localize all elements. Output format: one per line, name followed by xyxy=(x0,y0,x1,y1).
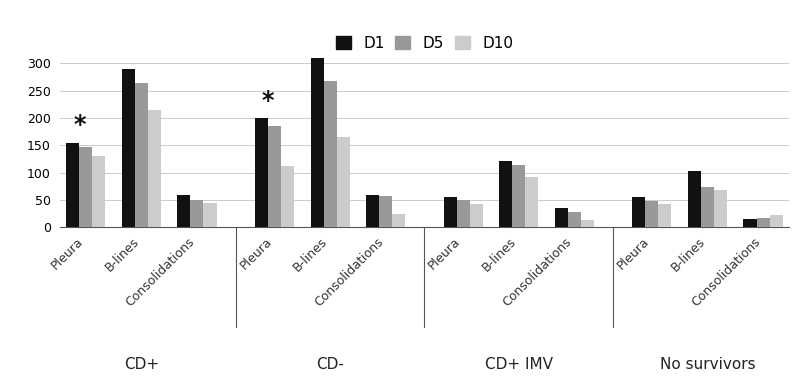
Text: *: * xyxy=(261,89,274,113)
Bar xyxy=(122,69,135,227)
Bar xyxy=(555,208,567,227)
Bar xyxy=(148,110,161,227)
Legend: D1, D5, D10: D1, D5, D10 xyxy=(329,29,520,57)
Bar xyxy=(92,156,105,227)
Bar xyxy=(525,176,538,227)
Bar xyxy=(366,194,379,227)
Bar xyxy=(756,218,770,227)
Bar xyxy=(714,190,727,227)
Bar xyxy=(178,194,190,227)
Bar xyxy=(770,215,783,227)
Bar xyxy=(324,81,336,227)
Bar xyxy=(268,126,281,227)
Bar xyxy=(444,197,457,227)
Bar xyxy=(632,197,646,227)
Bar xyxy=(203,203,217,227)
Text: *: * xyxy=(73,113,85,137)
Bar xyxy=(392,214,405,227)
Bar xyxy=(79,147,92,227)
Bar xyxy=(457,200,469,227)
Bar xyxy=(567,212,581,227)
Bar xyxy=(646,201,658,227)
Bar xyxy=(469,204,483,227)
Bar xyxy=(135,83,148,227)
Bar xyxy=(581,220,594,227)
Bar xyxy=(499,161,512,227)
Text: CD+: CD+ xyxy=(124,357,159,372)
Bar xyxy=(701,187,714,227)
Bar xyxy=(190,200,203,227)
Bar xyxy=(336,137,350,227)
Bar xyxy=(512,165,525,227)
Bar xyxy=(658,204,671,227)
Text: CD+ IMV: CD+ IMV xyxy=(485,357,553,372)
Bar xyxy=(744,219,756,227)
Bar xyxy=(311,58,324,227)
Bar xyxy=(255,118,268,227)
Text: CD-: CD- xyxy=(316,357,344,372)
Bar xyxy=(688,171,701,227)
Text: No survivors: No survivors xyxy=(660,357,756,372)
Bar xyxy=(66,143,79,227)
Bar xyxy=(379,196,392,227)
Bar xyxy=(281,165,294,227)
